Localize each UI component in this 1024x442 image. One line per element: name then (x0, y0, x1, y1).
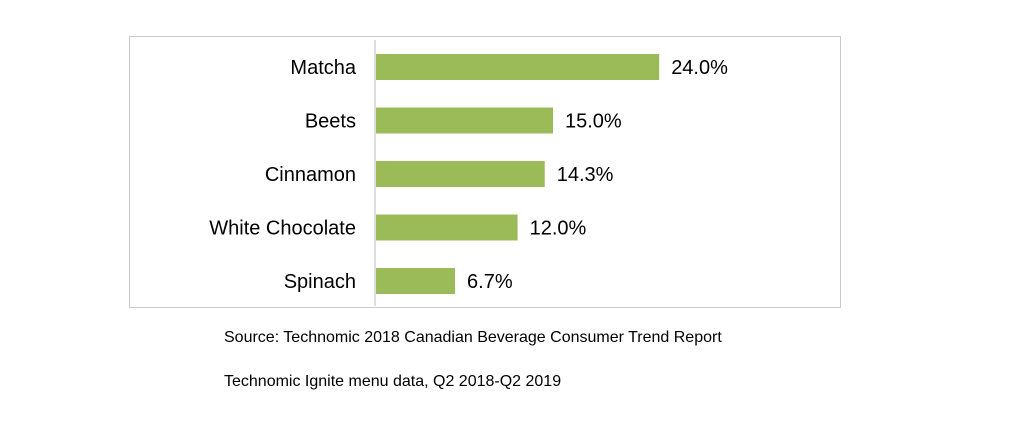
value-label-matcha: 24.0% (671, 57, 728, 79)
value-label-cinnamon: 14.3% (557, 164, 614, 186)
value-label-beets: 15.0% (565, 111, 622, 133)
category-label-matcha: Matcha (290, 57, 356, 79)
data-note: Technomic Ignite menu data, Q2 2018-Q2 2… (224, 373, 562, 390)
value-label-white-chocolate: 12.0% (530, 218, 587, 240)
bar-matcha (376, 54, 660, 80)
bars-layer: Matcha 24.0% Beets 15.0% Cinnamon 14.3% White … (209, 54, 728, 294)
category-label-white-chocolate: White Chocolate (209, 218, 356, 240)
bar-white-chocolate (376, 214, 518, 241)
category-label-cinnamon: Cinnamon (265, 164, 356, 186)
category-label-beets: Beets (305, 111, 356, 133)
bar-spinach (376, 268, 456, 294)
source-note: Source: Technomic 2018 Canadian Beverage… (224, 329, 722, 346)
chart-frame (129, 36, 841, 308)
category-label-spinach: Spinach (284, 271, 356, 293)
bar-beets (376, 107, 553, 134)
bar-cinnamon (376, 161, 545, 187)
value-label-spinach: 6.7% (467, 271, 513, 293)
